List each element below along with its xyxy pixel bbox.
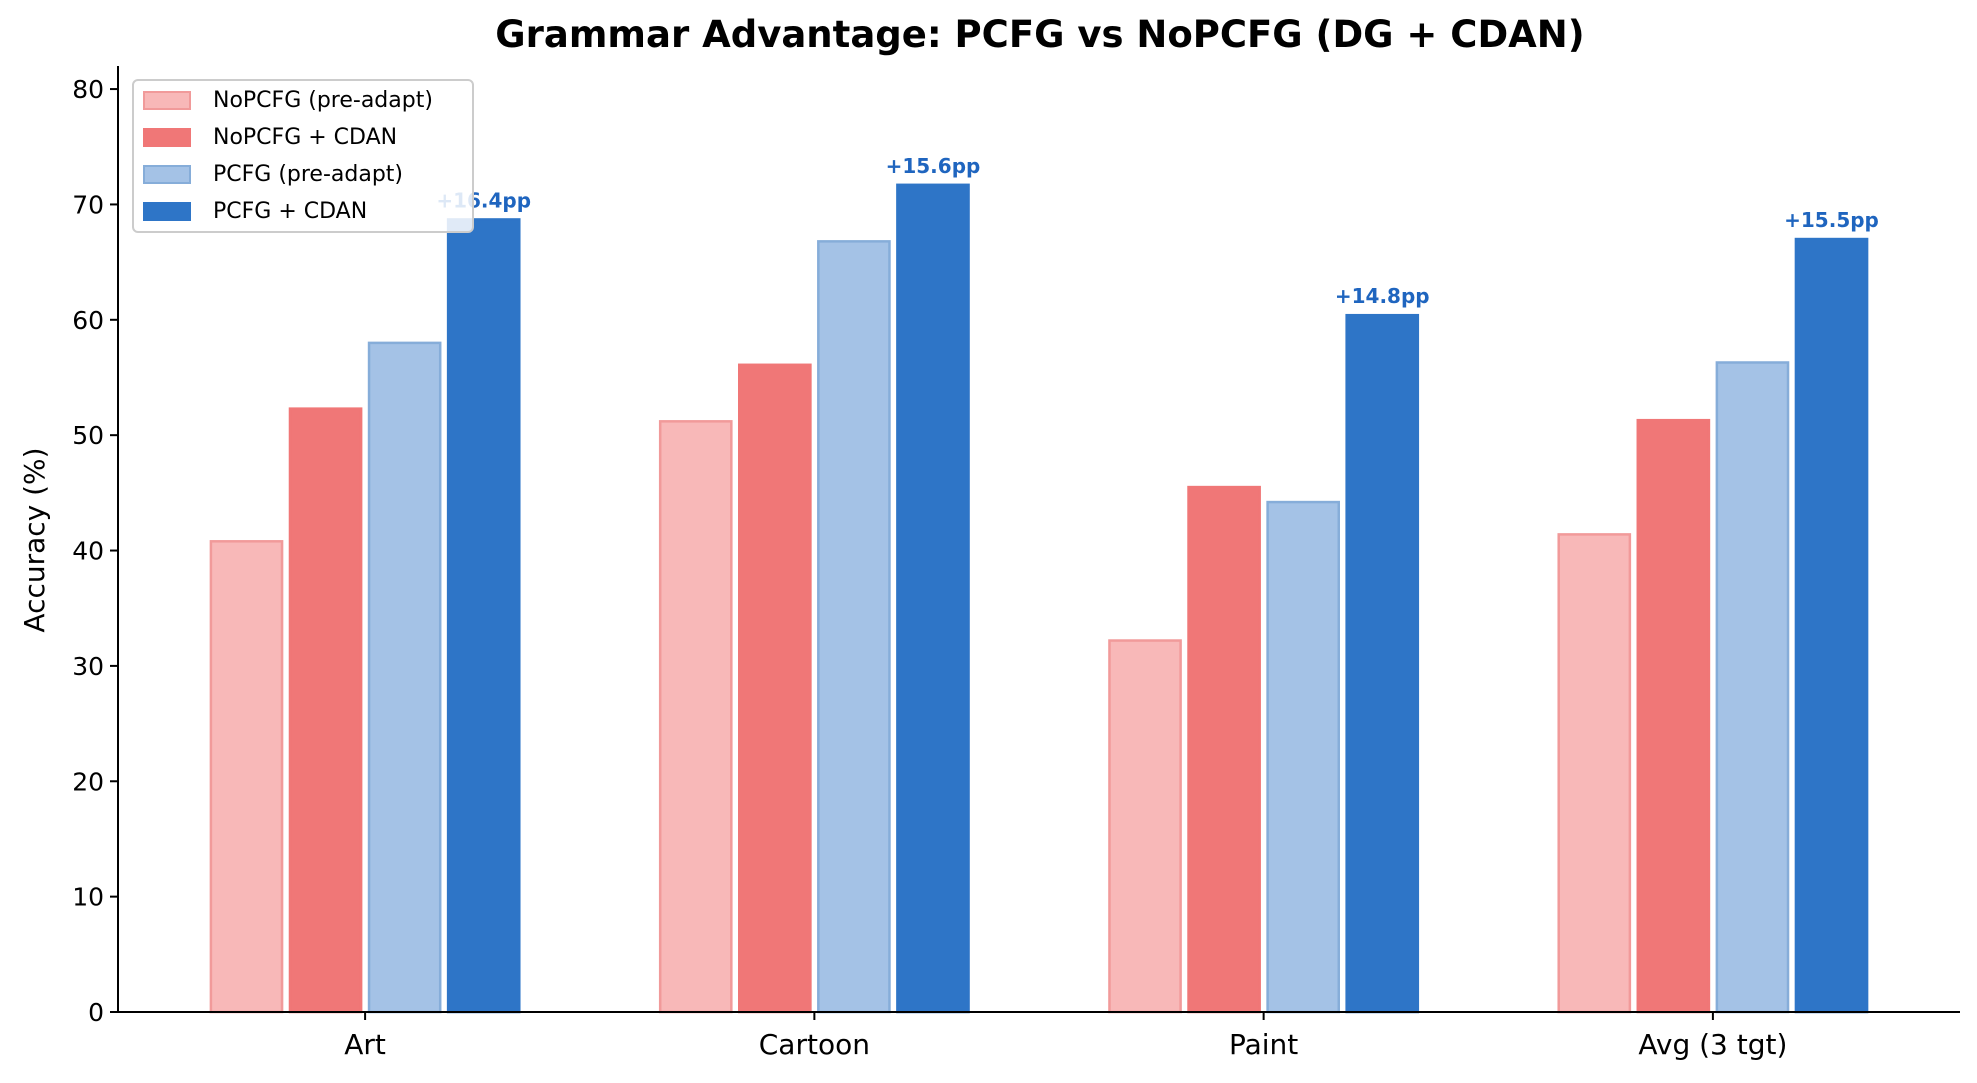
legend-box xyxy=(132,79,474,233)
improvement-label-4: +15.5pp xyxy=(1784,208,1879,232)
axes-layer: Art Cartoon Paint Avg (3 tgt) 0 10 20 30 40 50 60 7… xyxy=(72,66,1960,1061)
bar-2-3 xyxy=(1187,485,1261,1014)
x-tick-label-4: Avg (3 tgt) xyxy=(1638,1028,1787,1061)
y-tick-label-7: 70 xyxy=(72,190,104,219)
x-tick-label-3: Paint xyxy=(1229,1028,1298,1061)
annotations-layer: +16.4pp+15.6pp+14.8pp+15.5pp xyxy=(436,154,1879,308)
legend-swatch-4 xyxy=(143,202,191,221)
bar-1-1 xyxy=(209,540,284,1014)
bar-1-3 xyxy=(1108,639,1182,1014)
y-axis-label: Accuracy (%) xyxy=(18,447,51,632)
bar-3-1 xyxy=(367,341,442,1014)
legend-label-3: PCFG (pre-adapt) xyxy=(213,162,403,187)
bar-2-4 xyxy=(1636,418,1711,1014)
bar-4-2 xyxy=(896,183,970,1014)
bars-layer xyxy=(209,183,1869,1014)
y-tick-label-2: 20 xyxy=(72,767,104,796)
bar-2-1 xyxy=(288,407,363,1014)
bar-4-1 xyxy=(446,218,521,1014)
bar-3-3 xyxy=(1266,500,1340,1014)
x-tick-label-2: Cartoon xyxy=(759,1028,870,1061)
y-tick-label-0: 0 xyxy=(88,998,104,1027)
y-tick-label-6: 60 xyxy=(72,306,104,335)
chart-title: Grammar Advantage: PCFG vs NoPCFG (DG + … xyxy=(495,13,1584,56)
y-tick-label-1: 10 xyxy=(72,883,104,912)
improvement-label-3: +14.8pp xyxy=(1335,284,1430,308)
bar-1-2 xyxy=(658,420,733,1014)
bar-3-2 xyxy=(817,240,891,1014)
bar-1-4 xyxy=(1557,533,1632,1014)
y-tick-label-3: 30 xyxy=(72,652,104,681)
improvement-label-2: +15.6pp xyxy=(886,154,981,178)
legend-label-4: PCFG + CDAN xyxy=(213,199,367,224)
bar-3-4 xyxy=(1715,361,1790,1014)
bar-2-2 xyxy=(738,363,812,1014)
legend-swatch-2 xyxy=(143,128,191,147)
x-tick-label-1: Art xyxy=(344,1028,386,1061)
y-tick-label-8: 80 xyxy=(72,75,104,104)
legend: NoPCFG (pre-adapt) NoPCFG + CDAN PCFG (pre… xyxy=(132,79,474,233)
legend-swatch-3 xyxy=(143,165,191,184)
legend-swatch-1 xyxy=(143,91,191,110)
y-tick-label-5: 50 xyxy=(72,421,104,450)
bar-4-4 xyxy=(1794,237,1869,1014)
legend-label-1: NoPCFG (pre-adapt) xyxy=(213,88,433,113)
legend-label-2: NoPCFG + CDAN xyxy=(213,125,397,150)
y-tick-label-4: 40 xyxy=(72,537,104,566)
bar-4-3 xyxy=(1345,313,1420,1014)
